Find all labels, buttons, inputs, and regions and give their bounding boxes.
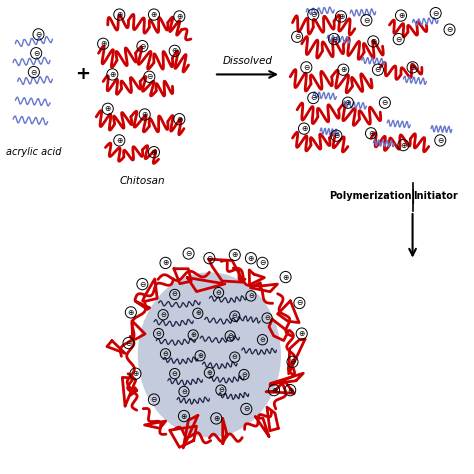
Ellipse shape [138, 273, 281, 438]
Text: Polymerization: Polymerization [329, 191, 411, 201]
Text: ⊖: ⊖ [232, 313, 237, 319]
Text: ⊖: ⊖ [333, 131, 339, 140]
Text: ⊕: ⊕ [181, 411, 187, 420]
Text: ⊕: ⊕ [176, 12, 182, 21]
Text: ⊕: ⊕ [370, 37, 376, 46]
Text: ⊖: ⊖ [35, 30, 42, 39]
Text: ⊖: ⊖ [259, 258, 265, 267]
Text: ⊖: ⊖ [151, 395, 157, 404]
Text: ⊕: ⊕ [197, 353, 203, 359]
Text: ⊖: ⊖ [206, 254, 212, 263]
Text: Chitosan: Chitosan [119, 176, 165, 186]
Text: ⊖: ⊖ [363, 16, 370, 25]
Text: ⊕: ⊕ [400, 141, 407, 150]
Text: ⊕: ⊕ [345, 98, 351, 107]
Text: ⊕: ⊕ [151, 10, 157, 19]
Text: ⊕: ⊕ [340, 65, 346, 74]
Text: ⊖: ⊖ [172, 292, 178, 298]
Text: ⊖: ⊖ [125, 338, 132, 347]
Text: ⊖: ⊖ [218, 387, 224, 393]
Text: ⊖: ⊖ [296, 299, 302, 308]
Text: ⊖: ⊖ [382, 98, 388, 107]
Text: ⊕: ⊕ [248, 254, 254, 263]
Text: ⊕: ⊕ [283, 273, 289, 282]
Text: ⊖: ⊖ [33, 49, 39, 58]
Text: ⊖: ⊖ [31, 68, 37, 77]
Text: ⊖: ⊖ [155, 330, 162, 337]
Text: ⊖: ⊖ [248, 293, 254, 299]
Text: ⊖: ⊖ [160, 312, 166, 318]
Text: ⊕: ⊕ [132, 369, 139, 378]
Text: ⊕: ⊕ [105, 104, 111, 113]
Text: ⊕: ⊕ [232, 250, 238, 259]
Text: ⊕: ⊕ [287, 386, 293, 395]
Text: ⊖: ⊖ [185, 249, 192, 258]
Text: ⊕: ⊕ [299, 329, 305, 338]
Text: ⊖: ⊖ [447, 25, 453, 34]
Text: ⊕: ⊕ [213, 414, 219, 423]
Text: ⊕: ⊕ [206, 370, 212, 376]
Text: ⊖: ⊖ [139, 42, 146, 51]
Text: ⊕: ⊕ [142, 110, 148, 119]
Text: ⊕: ⊕ [195, 310, 201, 316]
Text: ⊖: ⊖ [241, 372, 247, 378]
Text: +: + [75, 65, 90, 83]
Text: ⊕: ⊕ [172, 46, 178, 55]
Text: ⊖: ⊖ [264, 315, 270, 321]
Text: ⊕: ⊕ [190, 332, 196, 338]
Text: ⊖: ⊖ [310, 93, 317, 102]
Text: Dissolved: Dissolved [222, 56, 272, 66]
Text: ⊖: ⊖ [294, 32, 301, 41]
Text: ⊕: ⊕ [162, 258, 169, 267]
Text: ⊕: ⊕ [100, 39, 106, 48]
Text: ⊕: ⊕ [271, 386, 277, 395]
Text: ⊖: ⊖ [395, 35, 402, 44]
Text: ⊖: ⊖ [181, 389, 187, 394]
Text: ⊖: ⊖ [227, 333, 233, 339]
Text: ⊖: ⊖ [216, 290, 221, 296]
Text: ⊖: ⊖ [243, 404, 249, 413]
Text: ⊕: ⊕ [116, 136, 122, 145]
Text: ⊖: ⊖ [163, 351, 168, 357]
Text: ⊖: ⊖ [146, 72, 153, 81]
Text: ⊖: ⊖ [331, 35, 337, 44]
Text: ⊕: ⊕ [368, 129, 374, 138]
Text: Initiator: Initiator [413, 191, 458, 201]
Text: ⊖: ⊖ [172, 371, 178, 377]
Text: ⊖: ⊖ [139, 280, 146, 289]
Text: ⊖: ⊖ [437, 136, 444, 145]
Text: ⊖: ⊖ [310, 10, 317, 19]
Text: ⊕: ⊕ [398, 11, 404, 20]
Text: acrylic acid: acrylic acid [6, 147, 62, 157]
Text: ⊖: ⊖ [375, 65, 381, 74]
Text: ⊕: ⊕ [116, 10, 122, 19]
Text: ⊕: ⊕ [109, 70, 116, 79]
Text: ⊖: ⊖ [232, 354, 237, 360]
Text: ⊖: ⊖ [432, 9, 439, 18]
Text: ⊕: ⊕ [410, 63, 416, 72]
Text: ⊕: ⊕ [338, 12, 344, 21]
Text: ⊕: ⊕ [176, 115, 182, 124]
Text: ⊕: ⊕ [128, 308, 134, 317]
Text: ⊕: ⊕ [301, 124, 307, 133]
Text: ⊖: ⊖ [289, 357, 296, 366]
Text: ⊕: ⊕ [151, 148, 157, 157]
Text: ⊖: ⊖ [303, 63, 310, 72]
Text: ⊖: ⊖ [260, 337, 265, 343]
